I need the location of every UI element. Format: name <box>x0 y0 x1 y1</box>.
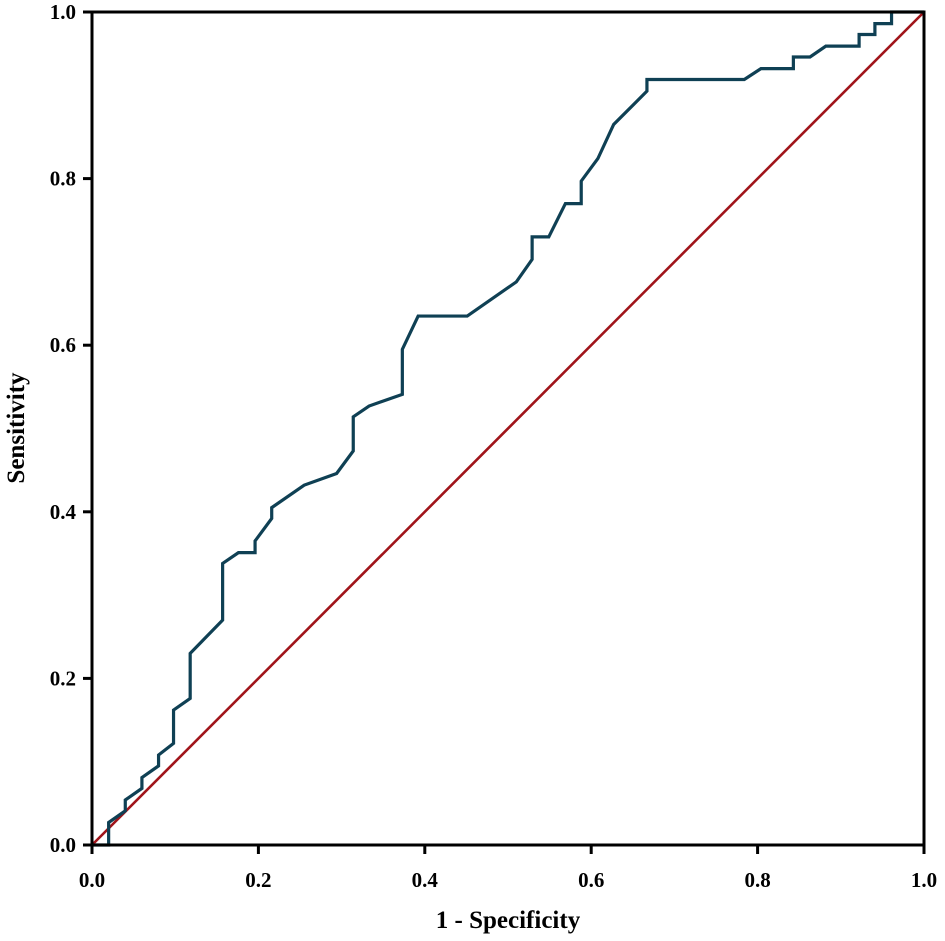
roc-curve-line <box>92 10 924 847</box>
x-tick-label: 0.2 <box>245 868 271 892</box>
x-tick-label: 0.6 <box>578 868 604 892</box>
y-tick-label: 0.0 <box>50 833 76 857</box>
x-tick-label: 1.0 <box>911 868 937 892</box>
y-tick-label: 0.8 <box>50 167 76 191</box>
y-axis-ticks: 0.0 0.2 0.4 0.6 0.8 1.0 <box>50 0 92 857</box>
y-tick-label: 0.6 <box>50 333 76 357</box>
y-tick-label: 1.0 <box>50 0 76 24</box>
y-tick-label: 0.4 <box>50 500 77 524</box>
x-tick-label: 0.0 <box>79 868 105 892</box>
plot-area <box>90 10 926 847</box>
x-axis-ticks: 0.0 0.2 0.4 0.6 0.8 1.0 <box>79 845 937 892</box>
x-tick-label: 0.4 <box>412 868 439 892</box>
x-axis-title: 1 - Specificity <box>436 907 581 934</box>
y-tick-label: 0.2 <box>50 666 76 690</box>
y-axis-title: Sensitivity <box>3 372 30 484</box>
reference-diagonal-line <box>91 11 925 846</box>
plot-frame <box>90 10 926 847</box>
x-tick-label: 0.8 <box>744 868 770 892</box>
